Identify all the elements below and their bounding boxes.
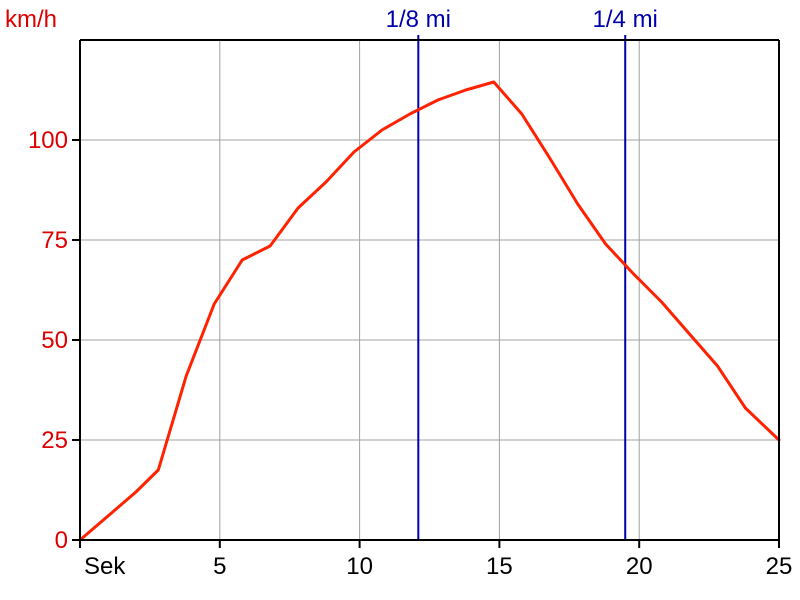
marker-label-0: 1/8 mi [386, 6, 451, 33]
y-tick-labels: 0 25 50 75 100 [28, 127, 68, 554]
x-tick-label-0: Sek [84, 553, 126, 580]
x-tick-label-10: 10 [346, 553, 373, 580]
marker-label-1: 1/4 mi [593, 6, 658, 33]
series-line-0 [78, 80, 781, 542]
plot-frame [72, 39, 780, 548]
x-tick-label-5: 5 [213, 553, 226, 580]
y-tick-label-0: 0 [55, 527, 68, 554]
y-tick-label-50: 50 [41, 327, 68, 354]
grid-lines [80, 40, 779, 540]
y-tick-label-25: 25 [41, 427, 68, 454]
x-tick-label-25: 25 [766, 553, 793, 580]
x-tick-labels: Sek 5 10 15 20 25 [84, 553, 792, 580]
x-tick-label-15: 15 [486, 553, 513, 580]
y-axis-unit-label: km/h [5, 6, 57, 33]
series-layer [78, 80, 781, 542]
distance-markers: 1/8 mi 1/4 mi [386, 6, 658, 540]
y-tick-label-75: 75 [41, 227, 68, 254]
x-tick-label-20: 20 [626, 553, 653, 580]
y-tick-label-100: 100 [28, 127, 68, 154]
